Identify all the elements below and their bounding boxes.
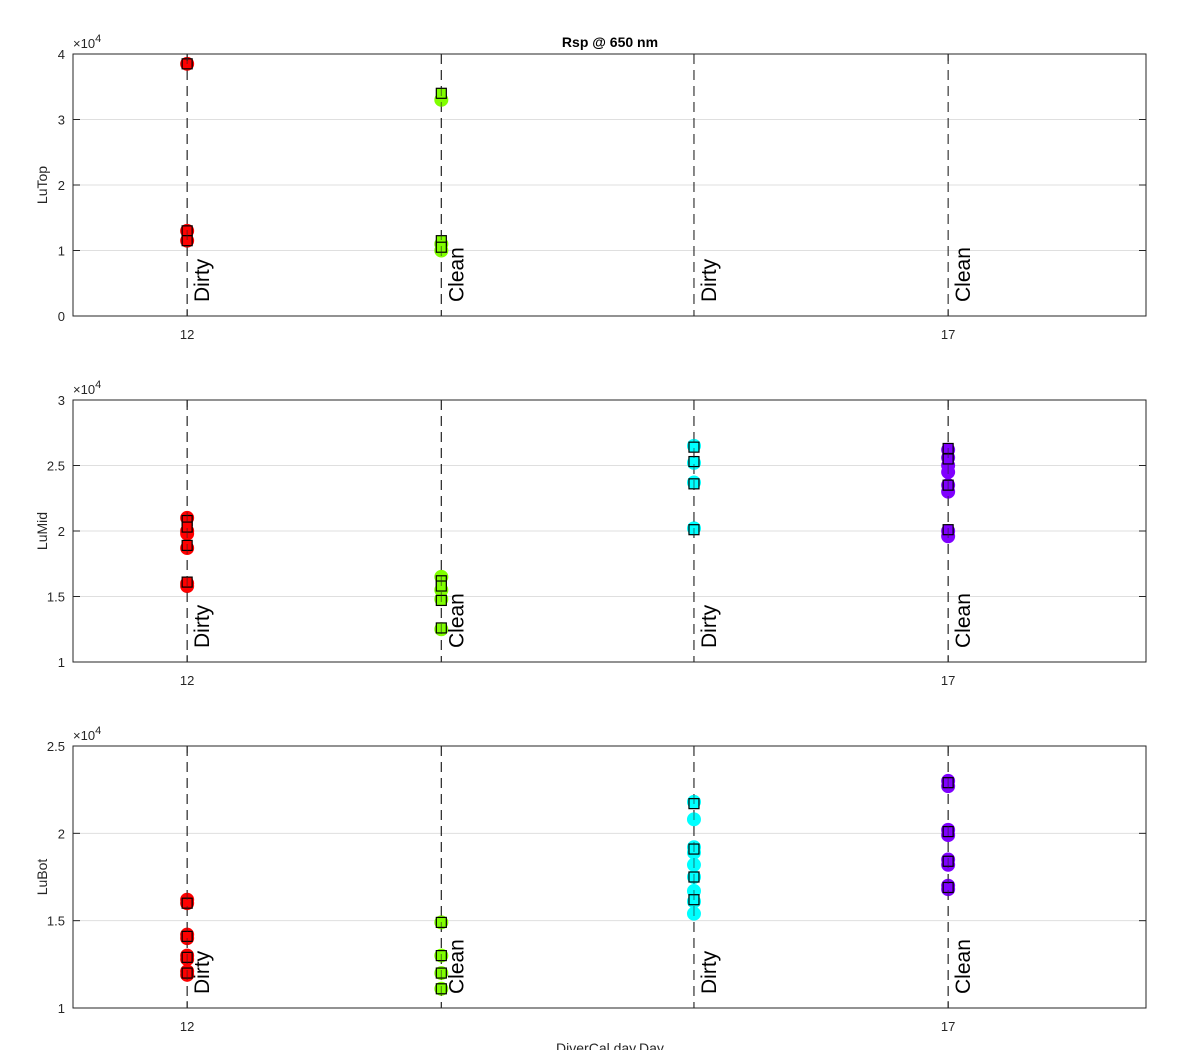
- event-label: Clean: [952, 593, 975, 648]
- x-tick-label: 12: [180, 673, 194, 688]
- x-tick-label: 12: [180, 1019, 194, 1034]
- event-label: Dirty: [191, 604, 214, 648]
- y-tick-label: 1: [58, 655, 65, 670]
- subplot-2: Dirty Clean Dirty Clean 1 1.5 2 2.5 3 12 17 ×104 LuM…: [34, 379, 1147, 688]
- event-label: Clean: [952, 939, 975, 994]
- event-label: Dirty: [191, 258, 214, 302]
- y-tick-label: 2: [58, 178, 65, 193]
- x-axis-title: DiverCal.day.Day: [556, 1040, 664, 1050]
- y-exponent-label: ×104: [73, 33, 101, 51]
- event-label: Dirty: [698, 258, 721, 302]
- plot-area: [73, 746, 1146, 1008]
- y-tick-label: 1.5: [47, 590, 65, 605]
- y-tick-label: 0: [58, 309, 65, 324]
- y-exponent-power: 4: [95, 33, 101, 45]
- y-tick-label: 4: [58, 47, 65, 62]
- y-axis-title: LuMid: [34, 512, 50, 550]
- y-exponent-label: ×104: [73, 725, 101, 743]
- chart-title: Rsp @ 650 nm: [562, 34, 658, 50]
- x-tick-label: 17: [941, 673, 955, 688]
- event-label: Dirty: [191, 950, 214, 994]
- y-tick-label: 1: [58, 1001, 65, 1016]
- x-tick-label: 17: [941, 1019, 955, 1034]
- x-tick-label: 12: [180, 327, 194, 342]
- y-tick-label: 2: [58, 826, 65, 841]
- y-exponent-label: ×104: [73, 379, 101, 397]
- event-label: Clean: [445, 939, 468, 994]
- y-tick-label: 1.5: [47, 914, 65, 929]
- x-tick-label: 17: [941, 327, 955, 342]
- y-axis-title: LuBot: [34, 859, 50, 896]
- y-exponent-power: 4: [95, 379, 101, 391]
- y-tick-label: 3: [58, 113, 65, 128]
- event-label: Dirty: [698, 950, 721, 994]
- y-tick-label: 2.5: [47, 739, 65, 754]
- subplot-3: Dirty Clean Dirty Clean 1 1.5 2 2.5 12 17 ×104 LuBo…: [34, 725, 1147, 1034]
- y-tick-label: 1: [58, 244, 65, 259]
- y-tick-label: 2: [58, 524, 65, 539]
- event-label: Clean: [445, 247, 468, 302]
- y-tick-label: 2.5: [47, 459, 65, 474]
- event-label: Clean: [952, 247, 975, 302]
- y-exponent-power: 4: [95, 725, 101, 737]
- event-label: Clean: [445, 593, 468, 648]
- axes-frame: [72, 745, 1147, 1009]
- y-axis-title: LuTop: [34, 166, 50, 204]
- event-label: Dirty: [698, 604, 721, 648]
- y-tick-label: 3: [58, 393, 65, 408]
